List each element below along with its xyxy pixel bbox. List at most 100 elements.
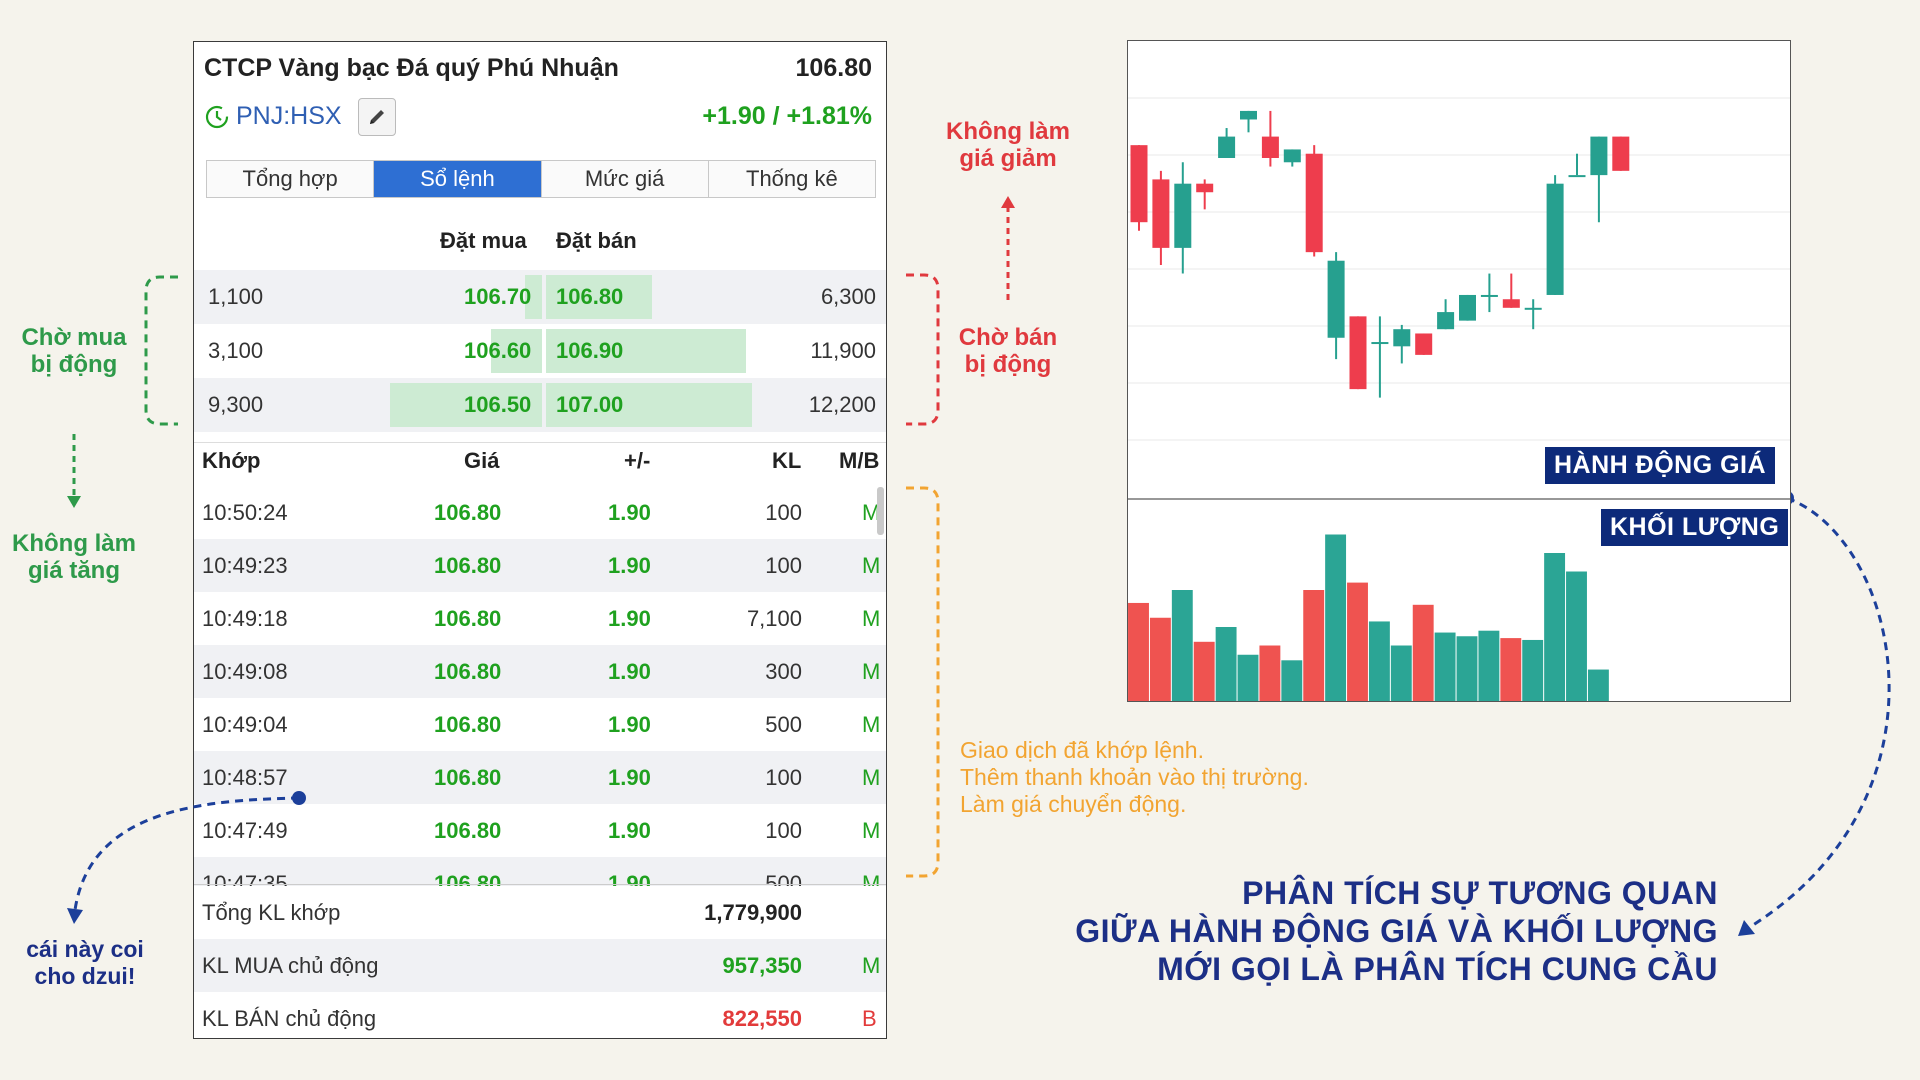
trade-side: M <box>862 765 881 790</box>
volume-bar <box>1171 590 1193 701</box>
candle-body <box>1327 260 1345 338</box>
trade-price: 106.80 <box>434 765 502 790</box>
trades-price-header: Giá <box>464 448 500 473</box>
candle-body <box>1130 145 1148 223</box>
candle-body <box>1524 307 1542 310</box>
trade-price: 106.80 <box>434 712 502 737</box>
trade-side: M <box>862 553 881 578</box>
trades-side-header: M/B <box>839 448 880 473</box>
volume-bar <box>1522 639 1544 701</box>
trade-price: 106.80 <box>434 606 502 631</box>
trade-side: M <box>862 606 881 631</box>
conclusion-text: PHÂN TÍCH SỰ TƯƠNG QUAN GIỮA HÀNH ĐỘNG G… <box>1075 875 1718 987</box>
volume-bar <box>1368 621 1390 701</box>
trade-volume: 100 <box>765 553 802 578</box>
candle-body <box>1371 342 1389 345</box>
trade-row: 10:50:24 106.80 1.90 100 M <box>194 486 886 539</box>
ask-header: Đặt bán <box>556 228 637 253</box>
trades-change-header: +/- <box>624 448 651 473</box>
tab-bar: Tổng hợp Sổ lệnh Mức giá Thống kê <box>206 160 876 198</box>
pencil-icon <box>370 110 384 124</box>
tab-price-levels[interactable]: Mức giá <box>541 161 709 197</box>
trade-side: M <box>862 500 881 525</box>
ask-price[interactable]: 106.90 <box>556 338 624 363</box>
trade-price: 106.80 <box>434 500 502 525</box>
trade-side: M <box>862 818 881 843</box>
volume-bar <box>1434 632 1456 701</box>
volume-bar <box>1281 660 1303 701</box>
trade-change: 1.90 <box>608 659 651 684</box>
summary-side: B <box>862 1006 877 1031</box>
ask-price[interactable]: 106.80 <box>556 284 624 309</box>
candle-body <box>1218 136 1236 158</box>
summary-side: M <box>862 953 881 978</box>
trade-price: 106.80 <box>434 553 502 578</box>
trade-volume: 7,100 <box>746 606 802 631</box>
volume-bar <box>1347 582 1368 701</box>
trade-row: 10:49:18 106.80 1.90 7,100 M <box>194 592 886 645</box>
candle-body <box>1174 183 1192 248</box>
trade-time: 10:49:18 <box>202 606 288 631</box>
volume-bar <box>1259 645 1281 701</box>
bid-volume: 9,300 <box>208 392 264 417</box>
summary-label: KL BÁN chủ động <box>202 1006 377 1031</box>
candle-body <box>1349 316 1367 390</box>
ask-depth-bar <box>546 329 746 373</box>
trade-time: 10:50:24 <box>202 500 288 525</box>
trade-price: 106.80 <box>434 659 502 684</box>
trade-change: 1.90 <box>608 712 651 737</box>
tab-summary[interactable]: Tổng hợp <box>207 161 375 197</box>
trade-time: 10:49:08 <box>202 659 288 684</box>
fun-note: cái này coi cho dzui! <box>26 936 144 989</box>
order-book-row: 1,100 106.70 106.80 6,300 <box>194 270 886 324</box>
ask-depth-bar <box>546 383 752 427</box>
price-action-label: HÀNH ĐỘNG GIÁ <box>1545 447 1776 484</box>
bid-depth-bar <box>390 383 542 427</box>
order-book-row: 3,100 106.60 106.90 11,900 <box>194 324 886 378</box>
trade-row: 10:47:49 106.80 1.90 100 M <box>194 804 886 857</box>
tab-statistics[interactable]: Thống kê <box>708 161 875 197</box>
trades-time-header: Khớp <box>202 448 261 473</box>
summary-value: 1,779,900 <box>704 900 802 925</box>
scrollbar-thumb[interactable] <box>877 487 884 535</box>
volume-bar <box>1237 654 1259 701</box>
trade-volume: 300 <box>765 659 802 684</box>
current-price: 106.80 <box>795 54 872 82</box>
company-name: CTCP Vàng bạc Đá quý Phú Nhuận <box>204 54 619 82</box>
trade-row: 10:49:08 106.80 1.90 300 M <box>194 645 886 698</box>
passive-sell-note: Chờ bán bị động <box>958 324 1058 378</box>
trade-row: 10:49:04 106.80 1.90 500 M <box>194 698 886 751</box>
volume-bar <box>1149 617 1171 701</box>
volume-bar <box>1478 630 1500 701</box>
edit-button[interactable] <box>358 98 396 136</box>
trade-change: 1.90 <box>608 553 651 578</box>
candle-body <box>1152 179 1170 248</box>
trade-time: 10:47:49 <box>202 818 288 843</box>
order-book-panel: CTCP Vàng bạc Đá quý Phú Nhuận 106.80 PN… <box>193 41 887 1039</box>
volume-label: KHỐI LƯỢNG <box>1601 509 1789 546</box>
summary-row: Tổng KL khớp 1,779,900 <box>194 886 886 939</box>
volume-bar <box>1566 571 1587 701</box>
clock-refresh-icon <box>205 105 229 128</box>
trade-price: 106.80 <box>434 818 502 843</box>
candle-body <box>1612 136 1630 171</box>
bid-volume: 1,100 <box>208 284 264 309</box>
bid-price[interactable]: 106.60 <box>464 338 532 363</box>
volume-bar <box>1215 627 1237 701</box>
bid-price[interactable]: 106.50 <box>464 392 532 417</box>
tab-order-book[interactable]: Sổ lệnh <box>374 161 542 197</box>
ticker-link[interactable]: PNJ:HSX <box>204 102 342 131</box>
volume-bar <box>1303 590 1325 701</box>
order-book-row: 9,300 106.50 107.00 12,200 <box>194 378 886 432</box>
candle-body <box>1480 294 1498 297</box>
candle-body <box>1568 175 1586 178</box>
summary-label: Tổng KL khớp <box>202 900 341 925</box>
volume-bar <box>1500 638 1522 701</box>
bid-price[interactable]: 106.70 <box>464 284 532 309</box>
summary-value: 957,350 <box>722 953 802 978</box>
volume-bar <box>1390 645 1412 701</box>
volume-bar <box>1544 553 1566 701</box>
ask-price[interactable]: 107.00 <box>556 392 624 417</box>
candle-body <box>1590 136 1608 176</box>
candle-body <box>1261 136 1279 158</box>
